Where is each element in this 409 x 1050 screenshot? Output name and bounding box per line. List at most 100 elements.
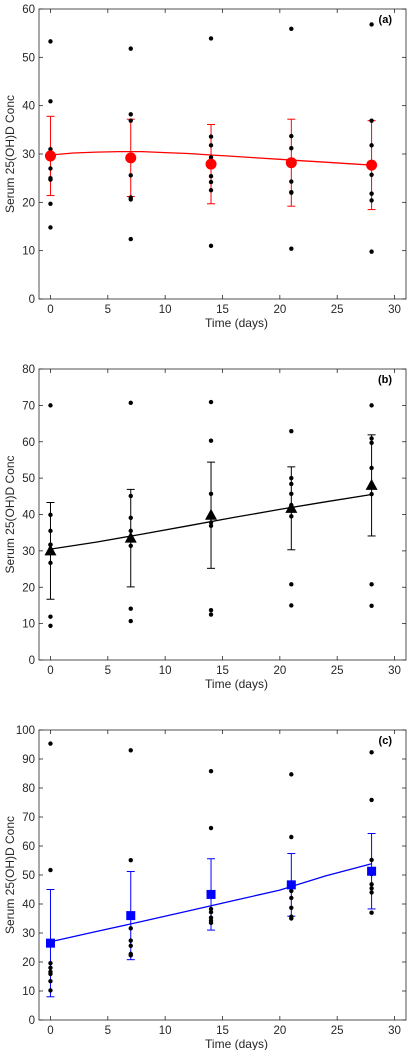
data-point — [369, 582, 374, 587]
y-tick-label: 20 — [22, 582, 35, 594]
x-axis-label: Time (days) — [205, 1037, 268, 1050]
data-point — [208, 179, 214, 185]
x-tick-label: 15 — [216, 304, 229, 316]
data-point — [48, 99, 53, 104]
x-axis-label: Time (days) — [205, 677, 268, 691]
y-tick-label: 10 — [22, 246, 35, 258]
data-point — [208, 188, 214, 193]
data-point — [289, 146, 294, 151]
data-point — [369, 603, 374, 609]
data-point — [289, 905, 294, 910]
data-point — [369, 191, 374, 196]
data-point — [208, 920, 214, 926]
data-point — [369, 403, 374, 408]
data-point — [208, 825, 214, 831]
x-tick-label: 30 — [388, 665, 401, 677]
mean-marker — [45, 938, 55, 948]
data-point — [289, 514, 294, 519]
data-point — [128, 606, 133, 611]
data-point — [289, 429, 294, 434]
mean-marker — [125, 152, 137, 164]
data-point — [208, 612, 214, 617]
data-point — [289, 179, 294, 184]
data-point — [369, 910, 374, 915]
data-point — [289, 834, 294, 840]
data-point — [208, 906, 214, 912]
y-tick-label: 60 — [22, 437, 35, 449]
data-point — [289, 475, 294, 481]
data-point — [128, 197, 133, 202]
data-point — [48, 965, 53, 970]
x-tick-label: 10 — [159, 304, 172, 316]
y-tick-label: 40 — [22, 101, 35, 113]
mean-marker — [205, 508, 218, 520]
data-point — [48, 971, 53, 977]
data-point — [369, 491, 374, 497]
mean-marker — [126, 911, 136, 921]
data-point — [48, 978, 53, 984]
data-point — [208, 155, 214, 160]
mean-marker — [285, 157, 297, 169]
data-point — [289, 481, 294, 487]
data-point — [128, 938, 133, 943]
y-tick-label: 80 — [22, 783, 35, 795]
data-point — [128, 46, 133, 51]
mean-marker — [286, 880, 296, 890]
data-point — [369, 22, 374, 27]
data-point — [128, 858, 133, 863]
y-tick-label: 80 — [22, 364, 35, 376]
data-point — [48, 146, 53, 152]
data-point — [208, 243, 214, 249]
x-tick-label: 25 — [331, 1025, 344, 1037]
data-point — [128, 543, 133, 548]
y-tick-label: 90 — [22, 754, 35, 766]
data-point — [369, 440, 374, 446]
data-point — [289, 133, 294, 139]
y-tick-label: 70 — [22, 812, 35, 824]
x-tick-label: 25 — [331, 665, 344, 677]
y-axis-label: Serum 25(OH)D Conc — [3, 816, 17, 934]
chart-panel-1: 0 5 10 15 20 25 30 0 10 20 30 40 50 60 Time (days) Seru… — [3, 4, 407, 330]
data-point — [128, 236, 133, 242]
data-point — [208, 768, 214, 774]
data-point — [369, 465, 374, 471]
x-tick-label: 20 — [273, 1025, 286, 1037]
data-point — [48, 512, 53, 518]
y-tick-label: 10 — [22, 986, 35, 998]
data-point — [48, 39, 53, 44]
x-tick-label: 0 — [47, 1025, 53, 1037]
data-point — [369, 797, 374, 803]
x-tick-label: 30 — [388, 1025, 401, 1037]
data-point — [128, 173, 133, 178]
data-point — [208, 174, 214, 179]
mean-marker — [365, 478, 378, 490]
y-tick-label: 20 — [22, 197, 35, 209]
data-point — [128, 118, 133, 123]
data-point — [48, 403, 53, 408]
chart-panel-2: 0 5 10 15 20 25 30 0 10 20 30 40 50 60 70 80 Time (days)… — [3, 364, 407, 691]
x-tick-label: 0 — [47, 304, 53, 316]
data-point — [289, 772, 294, 777]
axes-box — [38, 368, 407, 661]
x-tick-label: 10 — [159, 1025, 172, 1037]
data-point — [128, 493, 133, 499]
data-point — [48, 623, 53, 629]
x-tick-label: 20 — [273, 665, 286, 677]
data-point — [128, 943, 133, 948]
data-point — [48, 166, 53, 171]
y-tick-label: 0 — [29, 1015, 35, 1027]
y-tick-label: 30 — [22, 928, 35, 940]
x-tick-label: 0 — [47, 665, 53, 677]
data-point — [289, 603, 294, 608]
data-point — [289, 916, 294, 921]
data-point — [369, 118, 374, 123]
data-point — [369, 750, 374, 755]
data-point — [48, 988, 53, 993]
data-point — [369, 857, 374, 863]
data-point — [128, 112, 133, 117]
data-point — [289, 888, 294, 894]
data-point — [48, 741, 53, 746]
data-point — [289, 582, 294, 587]
data-point — [208, 36, 214, 41]
data-point — [208, 520, 214, 525]
